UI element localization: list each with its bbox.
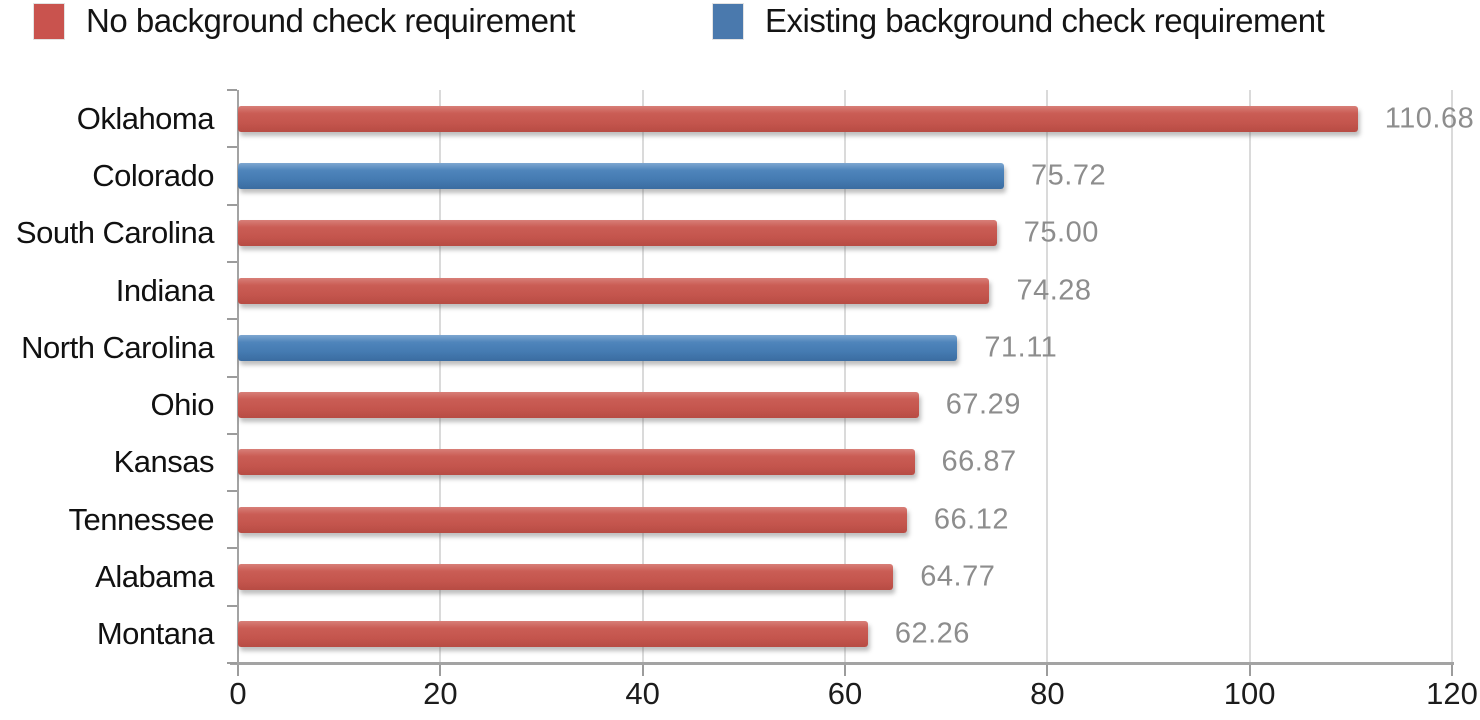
x-axis-tick	[641, 665, 644, 676]
category-label-ohio: Ohio	[150, 387, 215, 423]
x-axis-tick	[237, 665, 239, 676]
gridline-x-40	[641, 90, 644, 663]
y-axis-tick	[227, 260, 237, 263]
x-axis-tick-label: 100	[1223, 676, 1276, 711]
bar-south-carolina	[238, 220, 997, 247]
bar-indiana	[238, 277, 990, 304]
value-label-alabama: 64.77	[920, 560, 996, 593]
value-label-north-carolina: 71.11	[984, 331, 1058, 364]
category-label-alabama: Alabama	[95, 559, 214, 595]
x-axis-tick-label: 40	[625, 676, 660, 711]
y-axis-tick	[227, 432, 237, 435]
category-label-tennessee: Tennessee	[68, 501, 215, 537]
y-axis-tick	[227, 547, 237, 550]
x-axis-tick-label: 20	[423, 676, 458, 711]
bar-colorado	[238, 162, 1005, 189]
legend-item-no-background-check: No background check requirement	[33, 2, 575, 40]
plot-area: 110.68 75.72 75.00 74.28 71.11 67.29 66.87 66.1…	[227, 89, 1474, 676]
bar-montana	[238, 621, 868, 648]
y-axis-tick	[227, 604, 237, 607]
x-axis-tick	[439, 665, 442, 676]
value-label-ohio: 67.29	[945, 388, 1021, 421]
gridline-x-80	[1046, 90, 1049, 663]
value-label-oklahoma: 110.68	[1384, 102, 1475, 135]
y-axis-tick	[227, 89, 237, 91]
legend-label: No background check requirement	[86, 2, 575, 39]
x-axis-tick	[1046, 665, 1049, 676]
y-axis-tick	[227, 318, 237, 321]
category-label-montana: Montana	[96, 616, 215, 652]
y-axis-tick	[227, 375, 237, 378]
x-axis-tick-label: 60	[827, 676, 863, 711]
x-axis-tick	[844, 665, 846, 676]
y-axis-tick	[227, 203, 237, 206]
bar-ohio	[238, 392, 919, 419]
category-label-kansas: Kansas	[113, 444, 215, 480]
value-label-south-carolina: 75.00	[1023, 216, 1099, 249]
x-axis-line	[230, 662, 1454, 665]
x-axis-tick	[1451, 665, 1453, 676]
x-axis-tick-label: 80	[1030, 676, 1065, 711]
category-label-north-carolina: North Carolina	[21, 329, 214, 365]
x-axis-tick-labels: 0 20 40 60 80 100 120	[229, 676, 1477, 716]
x-axis-tick	[1248, 665, 1251, 676]
value-label-colorado: 75.72	[1031, 159, 1107, 192]
legend-swatch-blue-icon	[712, 2, 744, 40]
category-label-colorado: Colorado	[92, 157, 214, 193]
bar-tennessee	[238, 506, 907, 533]
value-label-kansas: 66.87	[941, 445, 1017, 478]
y-axis-tick	[227, 146, 237, 149]
category-label-oklahoma: Oklahoma	[76, 100, 215, 136]
legend-label: Existing background check requirement	[765, 2, 1325, 39]
gridline-x-120	[1451, 90, 1453, 663]
gridline-x-60	[844, 90, 846, 663]
value-label-tennessee: 66.12	[933, 503, 1009, 536]
bar-oklahoma	[238, 105, 1358, 132]
bar-alabama	[238, 564, 894, 591]
x-axis-tick-label: 0	[229, 676, 247, 711]
bar-kansas	[238, 449, 915, 476]
bar-north-carolina	[238, 334, 958, 361]
x-axis-tick-label: 120	[1426, 676, 1478, 711]
value-label-montana: 62.26	[894, 617, 970, 650]
category-label-south-carolina: South Carolina	[15, 215, 215, 251]
y-axis-tick	[227, 490, 237, 493]
gridline-x-100	[1248, 90, 1251, 663]
category-label-indiana: Indiana	[115, 272, 215, 308]
y-axis-line	[237, 90, 239, 663]
chart-legend: No background check requirement Existing…	[0, 0, 1480, 50]
value-label-indiana: 74.28	[1016, 274, 1092, 307]
legend-swatch-red-icon	[33, 2, 65, 40]
legend-item-existing-background-check: Existing background check requirement	[712, 2, 1325, 40]
gridline-x-20	[439, 90, 442, 663]
y-axis-tick	[227, 662, 237, 664]
category-axis-labels: Oklahoma Colorado South Carolina Indiana Nor…	[0, 90, 215, 663]
